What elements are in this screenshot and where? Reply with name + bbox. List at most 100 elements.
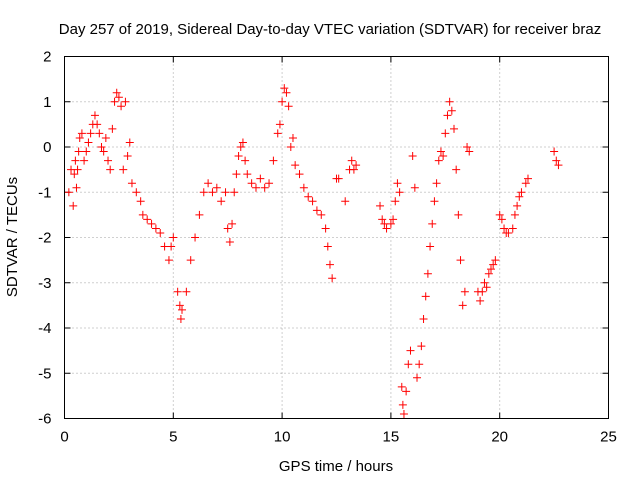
y-tick-label: -1: [38, 184, 51, 201]
data-point: [99, 147, 108, 156]
data-point: [510, 210, 519, 219]
data-point: [114, 93, 123, 102]
data-point: [204, 179, 213, 188]
data-point: [382, 224, 391, 233]
data-point: [402, 387, 411, 396]
data-point: [72, 183, 81, 192]
data-point: [465, 147, 474, 156]
data-point: [195, 210, 204, 219]
data-point: [151, 224, 160, 233]
data-point: [125, 138, 134, 147]
data-point: [123, 152, 132, 161]
data-point: [408, 152, 417, 161]
data-point: [136, 197, 145, 206]
data-point: [108, 124, 117, 133]
data-point: [517, 188, 526, 197]
data-point: [265, 179, 274, 188]
data-point: [156, 228, 165, 237]
data-point: [508, 224, 517, 233]
data-point: [436, 147, 445, 156]
data-point: [225, 238, 234, 247]
data-point: [234, 152, 243, 161]
data-point: [112, 88, 121, 97]
data-point: [321, 224, 330, 233]
data-point: [452, 165, 461, 174]
data-point: [86, 129, 95, 138]
data-point: [398, 400, 407, 409]
data-point: [489, 260, 498, 269]
data-point: [104, 156, 113, 165]
data-point: [167, 242, 176, 251]
data-point: [208, 188, 217, 197]
data-point: [232, 170, 241, 179]
data-point: [90, 111, 99, 120]
data-point: [386, 219, 395, 228]
y-tick-label: -5: [38, 365, 51, 382]
data-point: [101, 133, 110, 142]
y-tick-label: -3: [38, 275, 51, 292]
data-point: [273, 129, 282, 138]
data-point: [199, 188, 208, 197]
data-point: [69, 201, 78, 210]
data-point: [70, 170, 79, 179]
data-point: [484, 269, 493, 278]
data-point: [284, 102, 293, 111]
data-point: [430, 197, 439, 206]
data-point: [243, 170, 252, 179]
data-point: [410, 183, 419, 192]
data-point: [182, 287, 191, 296]
data-point: [460, 287, 469, 296]
data-point: [147, 219, 156, 228]
data-point: [247, 179, 256, 188]
data-point: [127, 179, 136, 188]
y-axis-ticks: -6 -5 -4 -3 -2 -1 0 1 2: [38, 49, 609, 428]
data-point: [119, 165, 128, 174]
y-tick-label: 0: [43, 139, 51, 156]
data-point: [95, 129, 104, 138]
data-point: [312, 206, 321, 215]
data-point: [497, 215, 506, 224]
data-point: [295, 170, 304, 179]
y-tick-label: 2: [43, 49, 51, 66]
chart-title: Day 257 of 2019, Sidereal Day-to-day VTE…: [59, 21, 601, 38]
data-point: [447, 106, 456, 115]
data-point: [186, 256, 195, 265]
data-point: [80, 156, 89, 165]
data-point: [480, 278, 489, 287]
data-point: [64, 188, 73, 197]
data-points: [64, 84, 563, 418]
y-tick-label: 1: [43, 94, 51, 111]
data-point: [476, 296, 485, 305]
data-point: [97, 143, 106, 151]
data-point: [521, 179, 530, 188]
data-point: [550, 147, 559, 156]
data-point: [82, 147, 91, 156]
data-point: [236, 143, 245, 151]
x-tick-label: 10: [274, 429, 291, 446]
data-point: [406, 346, 415, 355]
data-point: [423, 269, 432, 278]
data-point: [275, 120, 284, 129]
data-point: [291, 161, 300, 170]
x-axis-ticks: 0 5 10 15 20 25: [60, 56, 617, 446]
data-point: [84, 138, 93, 147]
data-point: [554, 161, 563, 170]
data-point: [308, 197, 317, 206]
data-point: [421, 292, 430, 301]
data-point: [288, 133, 297, 142]
data-point: [191, 233, 200, 242]
data-point: [121, 97, 130, 106]
data-point: [426, 242, 435, 251]
data-point: [439, 152, 448, 161]
data-point: [347, 156, 356, 165]
data-point: [378, 215, 387, 224]
data-point: [415, 360, 424, 369]
y-tick-label: -6: [38, 411, 51, 428]
x-tick-label: 0: [60, 429, 68, 446]
data-point: [389, 215, 398, 224]
data-point: [328, 274, 337, 283]
data-point: [341, 197, 350, 206]
data-point: [454, 210, 463, 219]
data-point: [217, 197, 226, 206]
data-point: [419, 314, 428, 323]
